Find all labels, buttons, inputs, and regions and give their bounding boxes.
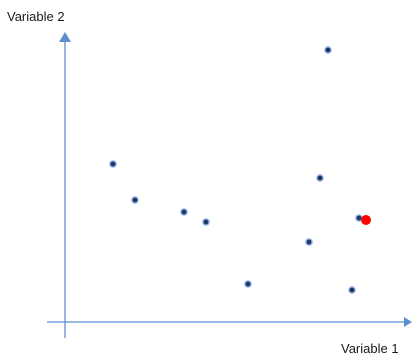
data-point-core-5 bbox=[203, 219, 209, 225]
y-axis-label: Variable 2 bbox=[7, 9, 65, 24]
data-points bbox=[109, 46, 371, 294]
data-point-core-2 bbox=[132, 197, 138, 203]
axes bbox=[47, 32, 412, 338]
data-point-core-8 bbox=[306, 239, 312, 245]
data-point-core-1 bbox=[110, 161, 116, 167]
y-axis-arrow bbox=[59, 32, 71, 42]
x-axis-label: Variable 1 bbox=[341, 341, 399, 356]
data-point-core-6 bbox=[245, 281, 251, 287]
data-point-core-9 bbox=[356, 215, 362, 221]
data-point-core-3 bbox=[181, 209, 187, 215]
x-axis-arrow bbox=[404, 317, 412, 327]
data-point-core-10 bbox=[349, 287, 355, 293]
data-point-core-4 bbox=[325, 47, 331, 53]
data-point-core-7 bbox=[317, 175, 323, 181]
highlighted-point-1 bbox=[361, 215, 371, 225]
